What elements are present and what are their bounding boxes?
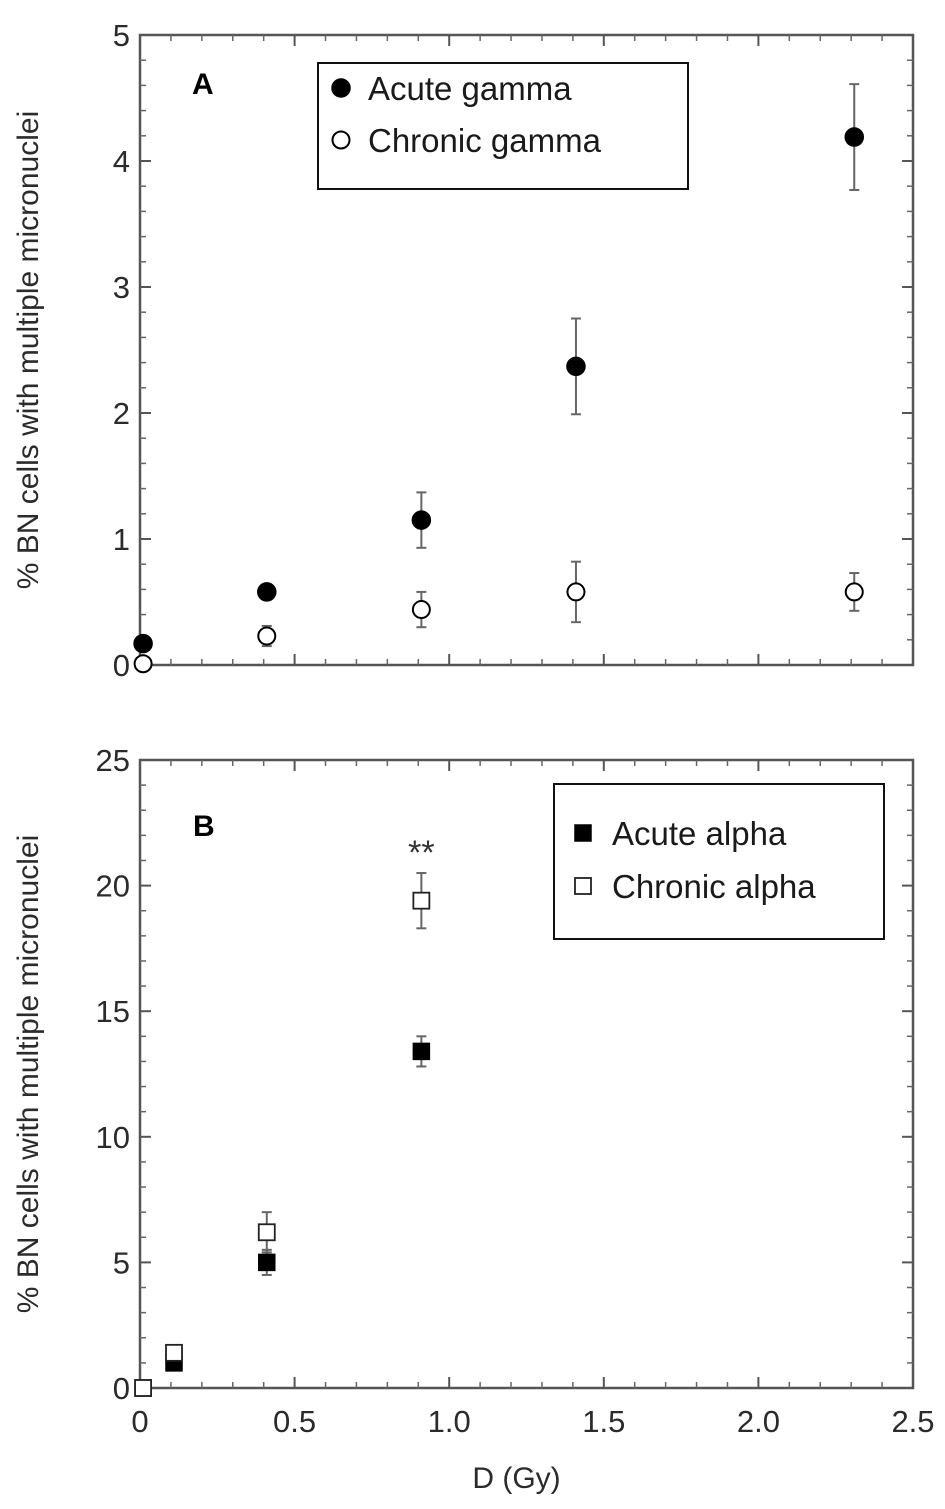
legend-label: Acute gamma [368, 70, 572, 107]
chart-panel-A: 0 1 2 3 4 5 % BN cells with multiple micronucl… [12, 18, 915, 683]
data-point [134, 1379, 152, 1397]
data-point [411, 510, 432, 530]
y-tick-label: 0 [113, 648, 130, 683]
data-point [844, 127, 865, 147]
legend: Acute gamma Chronic gamma [317, 62, 689, 190]
legend-marker [331, 130, 351, 150]
legend: Acute alpha Chronic alpha [553, 783, 885, 940]
y-tick-label: 2 [113, 396, 130, 431]
legend-box [317, 62, 689, 190]
plot-frame [138, 33, 915, 667]
legend-label: Acute alpha [612, 815, 787, 852]
data-point [165, 1343, 183, 1362]
y-tick-label: 25 [96, 743, 130, 778]
data-point [133, 633, 153, 654]
x-tick-label: 2.0 [737, 1404, 780, 1439]
series-2 [134, 872, 431, 1397]
data-point [412, 891, 431, 910]
series-1 [134, 1035, 431, 1397]
plot-frame [138, 758, 915, 1390]
data-point [133, 654, 153, 674]
data-point [257, 582, 277, 602]
legend-marker [574, 877, 592, 895]
y-axis-title: % BN cells with multiple micronuclei [12, 835, 45, 1313]
data-point [257, 626, 277, 646]
x-tick-label: 1.0 [428, 1404, 471, 1439]
chart-panel-B: 0 5 10 15 20 25 0 0.5 1.0 1.5 2.0 2.5 % BN cells wit… [12, 743, 935, 1495]
y-axis-title: % BN cells with multiple micronuclei [12, 111, 45, 589]
panel-label: B [193, 810, 215, 843]
y-tick-label: 4 [113, 144, 130, 179]
y-tick-label: 10 [96, 1120, 130, 1155]
x-axis-title: D (Gy) [472, 1462, 560, 1495]
data-point [566, 582, 586, 602]
y-tick-label: 20 [96, 869, 130, 904]
x-tick-label: 0.5 [273, 1404, 316, 1439]
legend-marker [574, 824, 592, 842]
y-tick-label: 1 [113, 522, 130, 557]
data-point [412, 1042, 431, 1061]
y-tick-label: 5 [113, 1245, 130, 1280]
legend-label: Chronic alpha [612, 868, 816, 905]
panel-label: A [192, 68, 214, 101]
legend-marker [331, 78, 351, 98]
data-point [844, 582, 864, 602]
x-tick-label: 2.5 [891, 1404, 934, 1439]
y-tick-label: 0 [113, 1371, 130, 1406]
series-2 [133, 560, 864, 674]
x-tick-label: 0 [131, 1404, 148, 1439]
significance-annotation: ** [408, 834, 434, 872]
data-point [257, 1223, 276, 1242]
y-tick-label: 5 [113, 18, 130, 53]
data-point [258, 1253, 276, 1272]
series-1 [133, 83, 865, 654]
x-tick-label: 1.5 [582, 1404, 625, 1439]
y-tick-label: 3 [113, 270, 130, 305]
y-tick-label: 15 [96, 994, 130, 1029]
data-point [411, 600, 431, 620]
legend-label: Chronic gamma [368, 122, 602, 159]
data-point [566, 356, 586, 377]
legend-box [553, 783, 885, 940]
